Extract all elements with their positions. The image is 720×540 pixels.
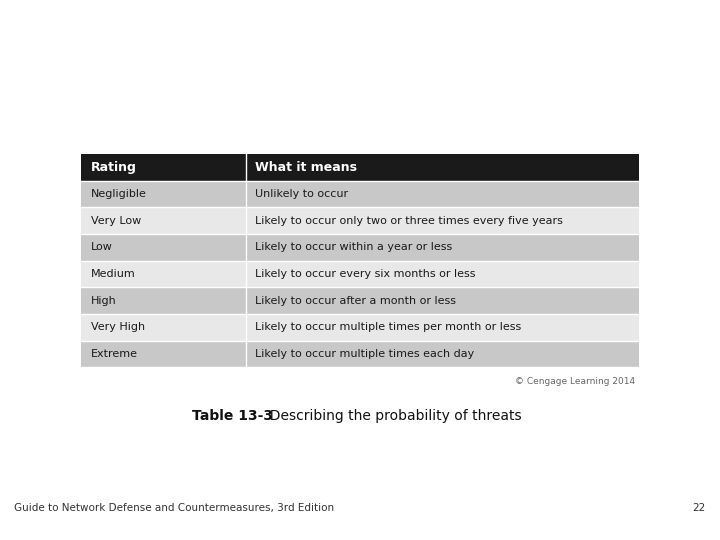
Text: Guide to Network Defense and Countermeasures, 3rd Edition: Guide to Network Defense and Countermeas… [14,503,335,512]
Text: Table 13-3: Table 13-3 [192,409,274,423]
Text: Medium: Medium [91,269,135,279]
Bar [81,234,639,260]
Text: Likely to occur only two or three times every five years: Likely to occur only two or three times … [255,215,563,226]
Bar [81,207,639,234]
Text: Rating: Rating [91,161,137,174]
Text: Likely to occur multiple times per month or less: Likely to occur multiple times per month… [255,322,521,332]
Text: © Cengage Learning 2014: © Cengage Learning 2014 [515,377,635,386]
Bar [81,341,639,367]
Bar [81,314,639,341]
Text: 22: 22 [693,503,706,512]
Text: Likely to occur every six months or less: Likely to occur every six months or less [255,269,476,279]
Text: Unlikely to occur: Unlikely to occur [255,189,348,199]
Text: Low: Low [91,242,112,252]
Bar [81,287,639,314]
Bar [81,180,639,207]
Text: Describing the probability of threats: Describing the probability of threats [261,409,521,423]
Text: Very High: Very High [91,322,145,332]
Text: What it means: What it means [255,161,357,174]
Text: Very Low: Very Low [91,215,141,226]
Text: Likely to occur multiple times each day: Likely to occur multiple times each day [255,349,474,359]
Text: Negligible: Negligible [91,189,147,199]
Bar [81,260,639,287]
Text: Extreme: Extreme [91,349,138,359]
Text: Likely to occur after a month or less: Likely to occur after a month or less [255,295,456,306]
Text: High: High [91,295,117,306]
Bar [81,154,639,180]
Text: Likely to occur within a year or less: Likely to occur within a year or less [255,242,452,252]
